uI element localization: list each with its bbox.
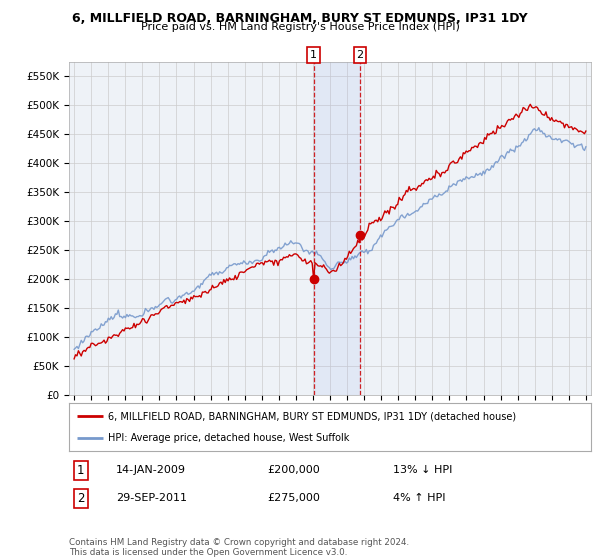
Text: HPI: Average price, detached house, West Suffolk: HPI: Average price, detached house, West… — [108, 433, 350, 443]
Text: 6, MILLFIELD ROAD, BARNINGHAM, BURY ST EDMUNDS, IP31 1DY (detached house): 6, MILLFIELD ROAD, BARNINGHAM, BURY ST E… — [108, 411, 516, 421]
Text: 14-JAN-2009: 14-JAN-2009 — [116, 465, 186, 475]
Bar — [314, 62, 360, 395]
Text: 1: 1 — [310, 50, 317, 60]
Text: 4% ↑ HPI: 4% ↑ HPI — [392, 493, 445, 503]
Text: Contains HM Land Registry data © Crown copyright and database right 2024.
This d: Contains HM Land Registry data © Crown c… — [69, 538, 409, 557]
Text: 1: 1 — [77, 464, 85, 477]
Text: £275,000: £275,000 — [268, 493, 320, 503]
Text: 6, MILLFIELD ROAD, BARNINGHAM, BURY ST EDMUNDS, IP31 1DY: 6, MILLFIELD ROAD, BARNINGHAM, BURY ST E… — [72, 12, 528, 25]
Text: 13% ↓ HPI: 13% ↓ HPI — [392, 465, 452, 475]
Text: 29-SEP-2011: 29-SEP-2011 — [116, 493, 187, 503]
Text: Price paid vs. HM Land Registry's House Price Index (HPI): Price paid vs. HM Land Registry's House … — [140, 22, 460, 32]
Text: 2: 2 — [356, 50, 364, 60]
Text: 2: 2 — [77, 492, 85, 505]
Text: £200,000: £200,000 — [268, 465, 320, 475]
